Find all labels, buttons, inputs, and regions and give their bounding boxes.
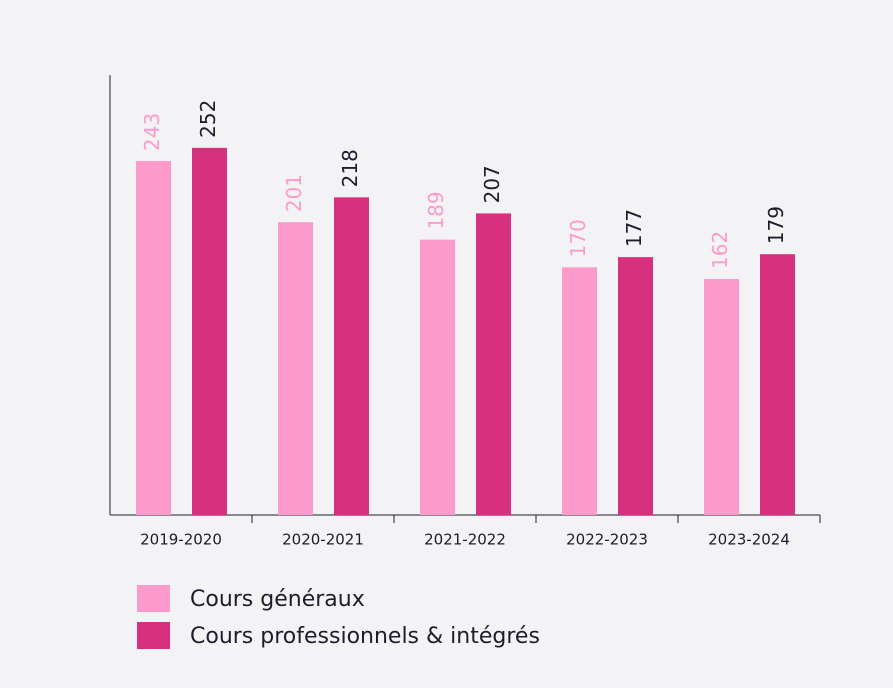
legend-label: Cours généraux [190, 587, 365, 612]
x-tick-label: 2021-2022 [424, 531, 506, 549]
value-label: 218 [338, 149, 362, 187]
value-label: 243 [140, 113, 164, 151]
value-label: 201 [282, 174, 306, 212]
legend-swatch [137, 585, 170, 612]
bar [562, 267, 597, 515]
value-label: 207 [480, 165, 504, 203]
legend-swatch [137, 622, 170, 649]
value-label: 170 [566, 219, 590, 257]
bar [476, 213, 511, 516]
value-label: 177 [622, 209, 646, 247]
x-tick-label: 2022-2023 [566, 531, 648, 549]
bar [420, 239, 455, 516]
x-tick-label: 2023-2024 [708, 531, 790, 549]
bar [136, 160, 171, 515]
value-label: 189 [424, 191, 448, 229]
bar [278, 222, 313, 515]
bar [192, 147, 227, 515]
x-tick-label: 2020-2021 [282, 531, 364, 549]
bar [704, 278, 739, 515]
value-label: 252 [196, 100, 220, 138]
bar [334, 197, 369, 516]
x-tick-label: 2019-2020 [140, 531, 222, 549]
bar [618, 257, 653, 515]
bar [760, 254, 795, 515]
legend-label: Cours professionnels & intégrés [190, 624, 540, 649]
value-label: 179 [764, 206, 788, 244]
value-label: 162 [708, 231, 732, 269]
